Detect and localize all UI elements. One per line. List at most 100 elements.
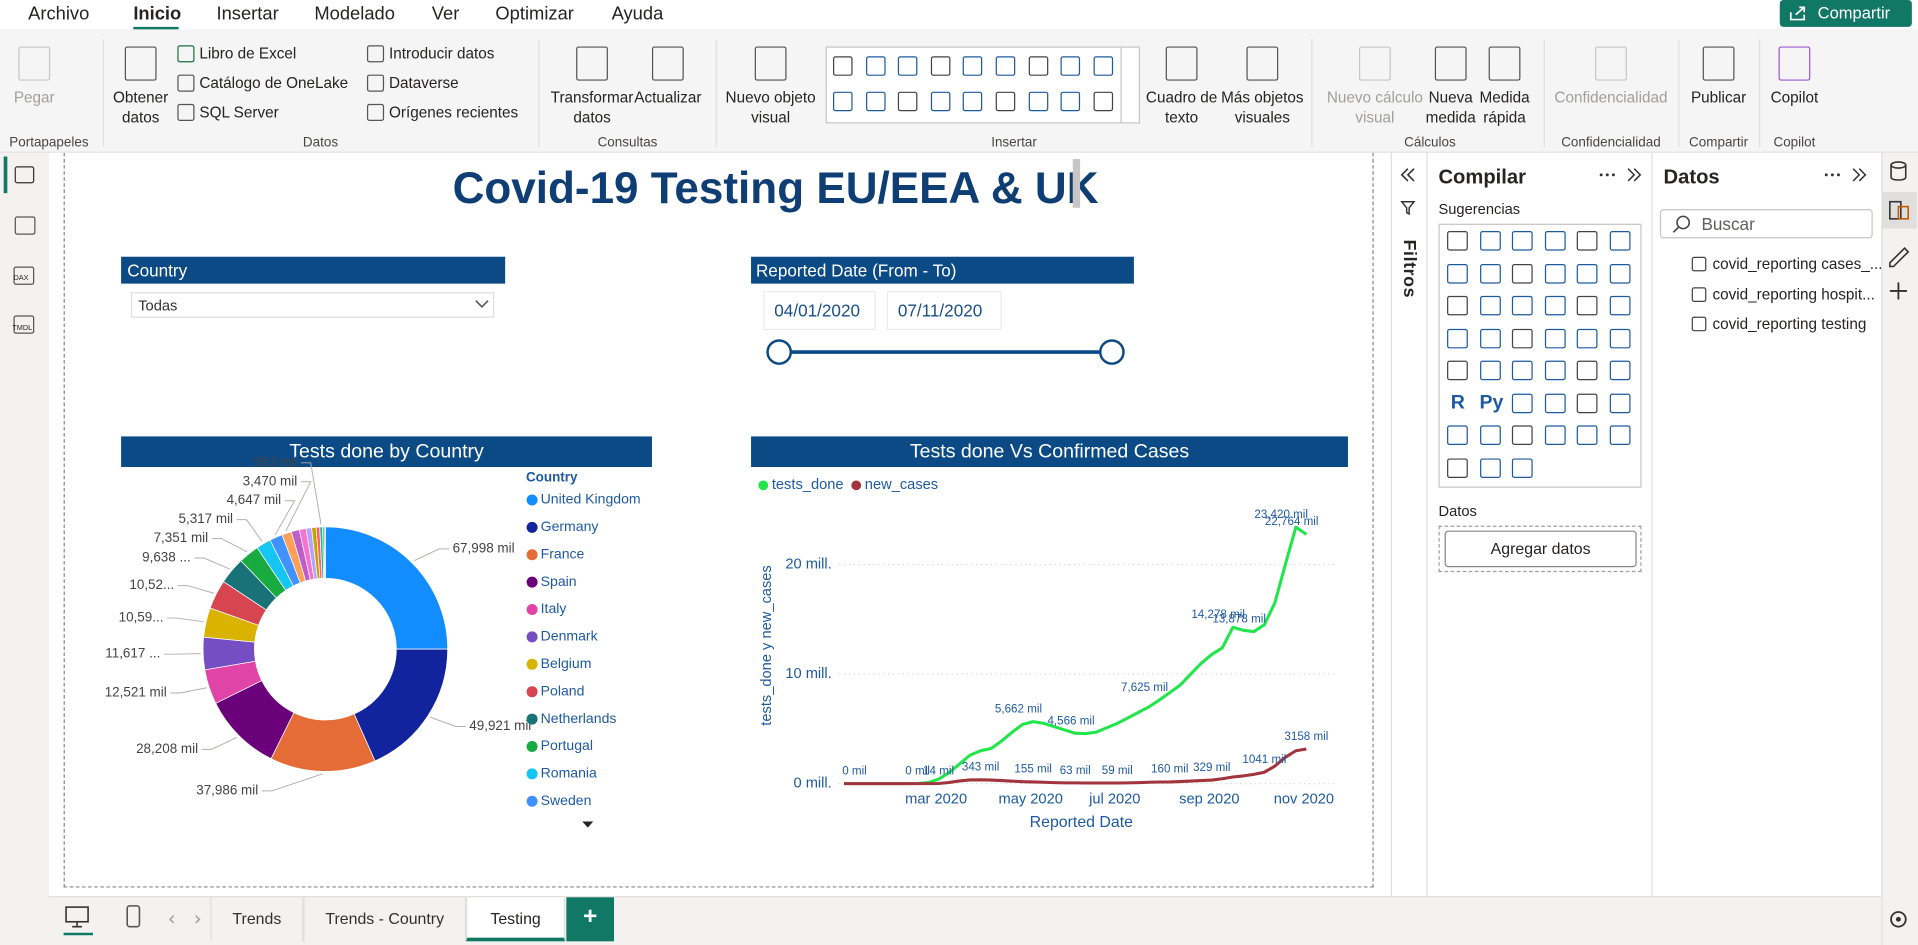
- visual-type-icon[interactable]: [1028, 91, 1048, 112]
- menu-tab[interactable]: Optimizar: [495, 3, 574, 25]
- table-icon[interactable]: [1691, 286, 1707, 302]
- visual-type-icon[interactable]: [1576, 425, 1598, 445]
- ribbon-small-button[interactable]: Introducir datos: [388, 45, 495, 63]
- ribbon-small-button[interactable]: Orígenes recientes: [388, 103, 519, 122]
- visual-type-icon[interactable]: [1511, 328, 1533, 348]
- page-tab-label[interactable]: Testing: [490, 909, 541, 928]
- visual-type-icon[interactable]: [1609, 425, 1630, 445]
- ribbon-button-icon[interactable]: [1246, 46, 1279, 81]
- visual-type-icon[interactable]: [1511, 425, 1533, 445]
- visual-type-icon[interactable]: [1544, 231, 1566, 251]
- ribbon-button-icon[interactable]: [18, 46, 51, 81]
- ribbon-small-icon[interactable]: [366, 74, 385, 92]
- table-icon[interactable]: [1691, 256, 1707, 272]
- visual-type-icon[interactable]: [1609, 263, 1630, 284]
- page-tab[interactable]: [466, 897, 566, 942]
- visual-type-icon[interactable]: [1576, 231, 1598, 251]
- menu-tab[interactable]: Insertar: [216, 3, 279, 25]
- table-icon[interactable]: [1691, 316, 1707, 332]
- ribbon-button-icon[interactable]: [576, 46, 608, 81]
- visual-type-icon[interactable]: [832, 91, 853, 112]
- visual-type-icon[interactable]: [963, 91, 983, 112]
- ribbon-button[interactable]: Nuevo objeto visual: [725, 89, 816, 126]
- ribbon-button-icon[interactable]: [1358, 46, 1391, 81]
- visual-type-icon[interactable]: [1479, 263, 1501, 284]
- visual-type-icon[interactable]: [1511, 393, 1533, 413]
- expand-filters-icon[interactable]: [1398, 166, 1418, 183]
- visual-type-icon[interactable]: [1609, 295, 1630, 316]
- ribbon-button[interactable]: Cuadro de texto: [1145, 89, 1218, 126]
- menu-tab[interactable]: Archivo: [28, 3, 90, 25]
- visual-type-icon[interactable]: [1479, 425, 1501, 445]
- visual-type-icon[interactable]: [1576, 295, 1598, 316]
- ribbon-button-icon[interactable]: [1595, 46, 1627, 81]
- visual-type-icon[interactable]: [1479, 360, 1501, 381]
- tmdl-view-label[interactable]: TMDL: [12, 325, 33, 333]
- ribbon-button-icon[interactable]: [651, 46, 684, 81]
- visual-type-icon[interactable]: [1576, 360, 1598, 381]
- visual-type-icon[interactable]: [865, 56, 886, 76]
- visual-type-icon[interactable]: [1447, 425, 1468, 445]
- ribbon-button[interactable]: Actualizar: [634, 89, 702, 107]
- ribbon-button-icon[interactable]: [1488, 46, 1521, 81]
- visual-type-icon[interactable]: [1511, 457, 1533, 478]
- visual-type-icon[interactable]: [1576, 393, 1598, 413]
- visual-type-icon[interactable]: [930, 56, 951, 76]
- ribbon-small-icon[interactable]: [177, 103, 195, 122]
- date-to[interactable]: 07/11/2020: [897, 300, 983, 321]
- ribbon-small-button[interactable]: SQL Server: [199, 103, 279, 122]
- visual-type-icon[interactable]: [930, 91, 951, 112]
- date-from[interactable]: 04/01/2020: [774, 300, 861, 321]
- visual-type-icon[interactable]: [865, 91, 886, 112]
- ribbon-button[interactable]: Obtener datos: [113, 89, 169, 126]
- share-label[interactable]: Compartir: [1817, 3, 1891, 23]
- visual-type-icon[interactable]: [898, 56, 918, 76]
- visual-type-icon[interactable]: [1544, 393, 1566, 413]
- visual-type-icon[interactable]: [1544, 425, 1566, 445]
- dax-view-label[interactable]: DAX: [13, 275, 29, 283]
- visual-type-icon[interactable]: [1544, 295, 1566, 316]
- ribbon-small-icon[interactable]: [366, 45, 385, 63]
- visual-type-icon[interactable]: [1479, 457, 1501, 478]
- table-name[interactable]: covid_reporting cases_...: [1712, 255, 1883, 273]
- ribbon-button[interactable]: Publicar: [1690, 89, 1747, 107]
- table-name[interactable]: covid_reporting testing: [1712, 315, 1867, 333]
- ribbon-button-icon[interactable]: [1702, 46, 1735, 81]
- date-from-box[interactable]: [763, 290, 876, 331]
- visual-type-icon[interactable]: [1479, 295, 1501, 316]
- ribbon-button-icon[interactable]: [1165, 46, 1198, 81]
- menu-tab[interactable]: Ver: [431, 3, 460, 25]
- menu-tab[interactable]: Inicio: [133, 3, 182, 25]
- ribbon-button-icon[interactable]: [754, 46, 787, 81]
- visual-type-icon[interactable]: [1447, 295, 1468, 316]
- visual-type-icon[interactable]: [1479, 328, 1501, 348]
- ribbon-small-button[interactable]: Dataverse: [388, 74, 459, 92]
- add-data-label[interactable]: Agregar datos: [1490, 539, 1591, 558]
- country-dropdown-value[interactable]: Todas: [138, 297, 178, 315]
- script-visual-icon[interactable]: Py: [1479, 391, 1504, 413]
- date-slider-handle[interactable]: [1099, 339, 1125, 365]
- visual-type-icon[interactable]: [1609, 393, 1630, 413]
- ribbon-small-icon[interactable]: [177, 45, 195, 63]
- add-data-button[interactable]: [1444, 530, 1637, 568]
- ribbon-button[interactable]: Copilot: [1770, 89, 1819, 107]
- visual-type-icon[interactable]: [1511, 231, 1533, 251]
- visual-type-icon[interactable]: [1511, 263, 1533, 284]
- visual-type-icon[interactable]: [1060, 56, 1081, 76]
- visual-type-icon[interactable]: [1093, 56, 1113, 76]
- ribbon-button[interactable]: Medida rápida: [1479, 89, 1530, 126]
- visual-type-icon[interactable]: [1511, 295, 1533, 316]
- visual-type-icon[interactable]: [1093, 91, 1113, 112]
- model-view-icon[interactable]: [13, 266, 35, 285]
- visual-type-icon[interactable]: [1060, 91, 1081, 112]
- visual-type-icon[interactable]: [1447, 263, 1468, 284]
- page-tab-label[interactable]: Trends - Country: [325, 909, 445, 928]
- visual-type-icon[interactable]: [1544, 263, 1566, 284]
- visual-type-icon[interactable]: [995, 56, 1016, 76]
- table-view-icon[interactable]: [14, 216, 36, 235]
- visual-type-icon[interactable]: [1544, 328, 1566, 348]
- table-name[interactable]: covid_reporting hospit...: [1712, 285, 1875, 303]
- visual-type-icon[interactable]: [898, 91, 918, 112]
- visual-type-icon[interactable]: [1576, 328, 1598, 348]
- filters-pane[interactable]: [1390, 152, 1428, 897]
